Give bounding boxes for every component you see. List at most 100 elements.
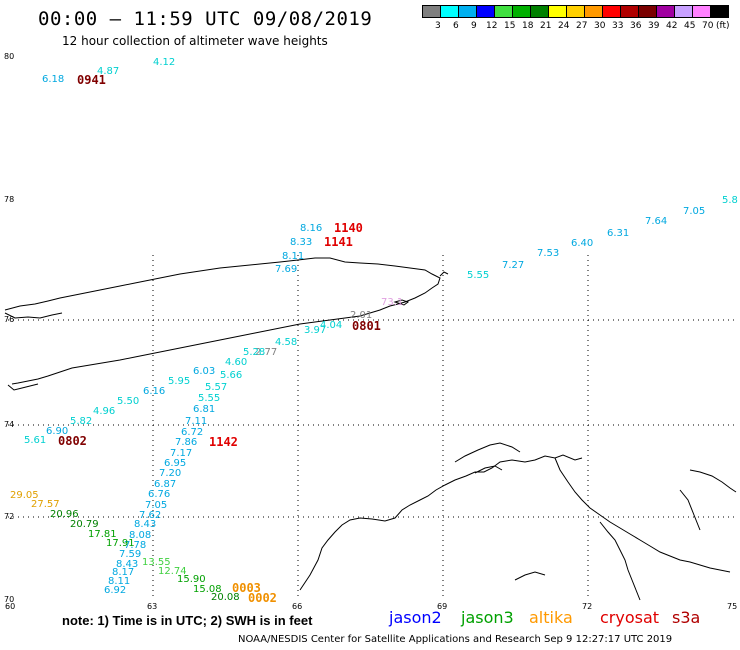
wave-reading: 7.53 xyxy=(537,248,560,259)
footer-note: note: 1) Time is in UTC; 2) SWH is in fe… xyxy=(62,613,313,628)
lon-label: 69 xyxy=(437,602,448,611)
coastline xyxy=(4,257,737,601)
wave-reading: 7.11 xyxy=(185,416,208,427)
wave-reading: 7.62 xyxy=(139,510,162,521)
lon-label: 75 xyxy=(727,602,738,611)
pass-time-label: 0002 xyxy=(248,591,277,605)
wave-reading: 6.81 xyxy=(193,404,216,415)
wave-reading: 5.55 xyxy=(467,270,490,281)
wave-reading: 4.96 xyxy=(93,406,116,417)
wave-reading: 4.58 xyxy=(275,337,298,348)
graticule xyxy=(8,255,735,600)
wave-reading: 15.90 xyxy=(177,574,206,585)
satellite-jason3: jason3 xyxy=(461,608,514,627)
wave-reading: 8.11 xyxy=(108,576,131,587)
wave-reading: 6.72 xyxy=(181,427,204,438)
legend-label: 18 xyxy=(522,21,534,31)
credit-line: NOAA/NESDIS Center for Satellite Applica… xyxy=(238,634,673,645)
satellite-jason2: jason2 xyxy=(389,608,442,627)
wave-reading: 5.95 xyxy=(168,376,191,387)
wave-reading: 8.43 xyxy=(134,519,157,530)
wave-reading: 8.33 xyxy=(290,237,313,248)
wave-reading: 7.17 xyxy=(170,448,193,459)
wave-reading: 8.08 xyxy=(129,530,152,541)
wave-reading: 73.1 xyxy=(381,297,404,308)
wave-reading: 7.27 xyxy=(502,260,525,271)
wave-reading: 8.11 xyxy=(282,251,305,262)
map-title: 00:00 – 11:59 UTC 09/08/2019 xyxy=(38,8,373,30)
wave-reading: 6.31 xyxy=(607,228,630,239)
legend-label: 3 xyxy=(435,21,441,31)
wave-reading: 20.96 xyxy=(50,509,79,520)
wave-reading: 8.16 xyxy=(300,223,323,234)
wave-reading: 20.79 xyxy=(70,519,99,530)
legend-label: 45 xyxy=(684,21,696,31)
wave-reading: 12.74 xyxy=(158,566,187,577)
wave-reading: 6.40 xyxy=(571,238,594,249)
legend-label: 33 xyxy=(612,21,624,31)
lat-label: 76 xyxy=(4,315,15,324)
lat-label: 70 xyxy=(4,595,15,604)
wave-reading: 7.64 xyxy=(645,216,668,227)
satellite-cryosat: cryosat xyxy=(600,608,660,627)
pass-time-label: 1141 xyxy=(324,235,353,249)
wave-reading: 5.57 xyxy=(205,382,228,393)
legend-label: 70 xyxy=(702,21,714,31)
wave-reading: 7.20 xyxy=(159,468,182,479)
wave-reading: 7.69 xyxy=(275,264,298,275)
satellite-s3a: s3a xyxy=(672,608,701,627)
pass-time-label: 0941 xyxy=(77,73,106,87)
pass-time-label: 0802 xyxy=(58,434,87,448)
wave-reading: 8.17 xyxy=(112,567,135,578)
wave-reading: 6.87 xyxy=(154,479,177,490)
lon-label: 72 xyxy=(582,602,593,611)
wave-reading: 4.04 xyxy=(320,320,343,331)
legend-label: 24 xyxy=(558,21,570,31)
wave-reading: 17.91 xyxy=(106,538,135,549)
wave-reading: 6.18 xyxy=(42,74,65,85)
satellite-altika: altika xyxy=(529,608,573,627)
lat-label: 80 xyxy=(4,52,15,61)
pass-time-label: 0801 xyxy=(352,319,381,333)
legend-label: 36 xyxy=(630,21,642,31)
wave-reading: 7.05 xyxy=(683,206,706,217)
wave-reading: 5.55 xyxy=(198,393,221,404)
lon-label: 60 xyxy=(5,602,16,611)
legend-label: 30 xyxy=(594,21,606,31)
lat-label: 72 xyxy=(4,512,15,521)
legend-label: 27 xyxy=(576,21,588,31)
wave-reading: 2.77 xyxy=(255,347,278,358)
wave-reading: 15.08 xyxy=(193,584,222,595)
wave-reading: 4.60 xyxy=(225,357,248,368)
legend-label: 21 xyxy=(540,21,552,31)
wave-reading: 7.78 xyxy=(124,540,147,551)
wave-reading: 17.81 xyxy=(88,529,117,540)
pass-time-label: 0003 xyxy=(232,581,261,595)
wave-reading: 7.86 xyxy=(175,437,198,448)
lat-label: 74 xyxy=(4,420,15,429)
legend-label: 39 xyxy=(648,21,660,31)
lon-label: 63 xyxy=(147,602,158,611)
wave-reading: 29.05 xyxy=(10,490,39,501)
wave-reading: 6.90 xyxy=(46,426,69,437)
wave-reading: 7.59 xyxy=(119,549,142,560)
wave-reading: 2.01 xyxy=(350,310,373,321)
wave-reading: 5.61 xyxy=(24,435,47,446)
legend-label: 15 xyxy=(504,21,516,31)
wave-reading: 4.87 xyxy=(97,66,120,77)
wave-reading: 5.82 xyxy=(70,416,93,427)
lat-label: 78 xyxy=(4,195,15,204)
wave-reading: 5.50 xyxy=(117,396,140,407)
wave-reading: 6.03 xyxy=(193,366,216,377)
wave-reading: 4.12 xyxy=(153,57,176,68)
wave-reading: 7.05 xyxy=(145,500,168,511)
pass-time-label: 1140 xyxy=(334,221,363,235)
wave-reading: 13.55 xyxy=(142,557,171,568)
wave-reading: 5.8 xyxy=(722,195,738,206)
wave-reading: 6.16 xyxy=(143,386,166,397)
legend-unit: (ft) xyxy=(716,21,730,31)
wave-reading: 20.08 xyxy=(211,592,240,603)
map-subtitle: 12 hour collection of altimeter wave hei… xyxy=(62,34,328,48)
legend-label: 12 xyxy=(486,21,498,31)
